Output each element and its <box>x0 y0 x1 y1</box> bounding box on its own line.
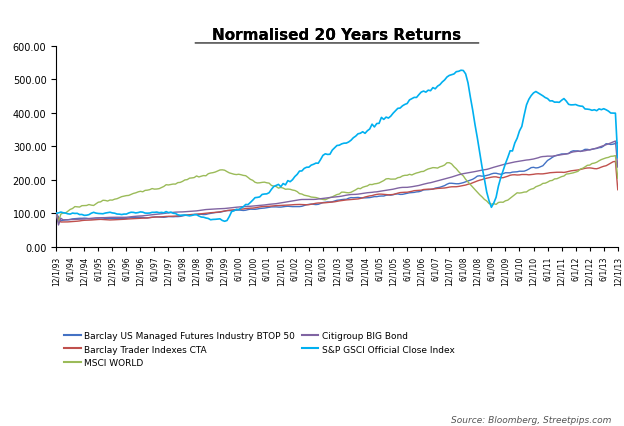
Text: Source: Bloomberg, Streetpips.com: Source: Bloomberg, Streetpips.com <box>451 415 612 424</box>
Text: Normalised 20 Years Returns: Normalised 20 Years Returns <box>212 28 462 43</box>
Legend: Barclay US Managed Futures Industry BTOP 50, Barclay Trader Indexes CTA, MSCI WO: Barclay US Managed Futures Industry BTOP… <box>61 328 459 371</box>
Text: Normalised 20 Years Returns: Normalised 20 Years Returns <box>212 28 462 43</box>
